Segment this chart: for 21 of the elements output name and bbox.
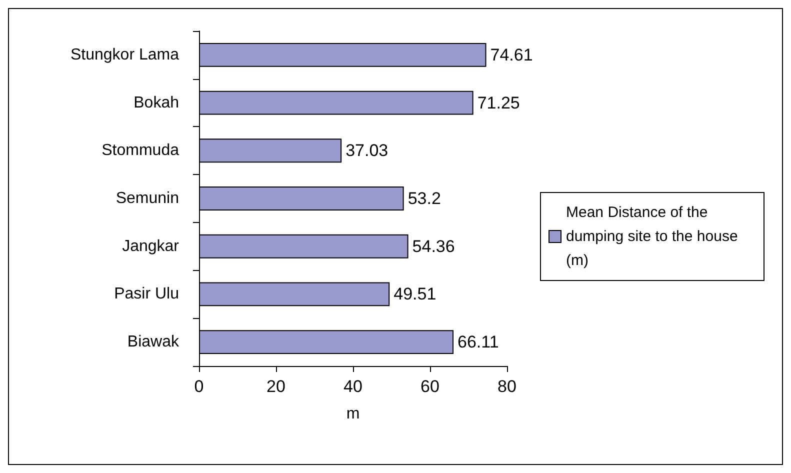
data-label: 37.03 (346, 141, 388, 160)
x-tick-label: 40 (344, 377, 362, 396)
x-tick-label: 0 (194, 377, 204, 396)
y-tick-label: Stommuda (102, 142, 180, 160)
data-label: 53.2 (408, 189, 441, 208)
y-tick-label: Semunin (116, 190, 179, 207)
y-tick-label: Biawak (127, 334, 180, 351)
data-label: 54.36 (412, 236, 455, 256)
y-tick-label: Bokah (134, 94, 179, 112)
y-tick-label: Stungkor Lama (70, 46, 180, 64)
x-tick-label: 20 (266, 377, 286, 396)
data-label: 71.25 (477, 93, 520, 112)
x-tick-label: 60 (420, 377, 440, 396)
x-tick-label: 80 (498, 377, 516, 396)
x-axis-title: m (346, 406, 360, 422)
legend-label: Mean Distance of the dumping site to the house (m) (566, 204, 742, 269)
y-tick-label: Jangkar (122, 238, 180, 255)
data-label: 74.61 (490, 45, 533, 64)
data-label: 49.51 (394, 284, 436, 304)
data-label: 66.11 (458, 332, 499, 352)
y-tick-label: Pasir Ulu (114, 286, 179, 303)
